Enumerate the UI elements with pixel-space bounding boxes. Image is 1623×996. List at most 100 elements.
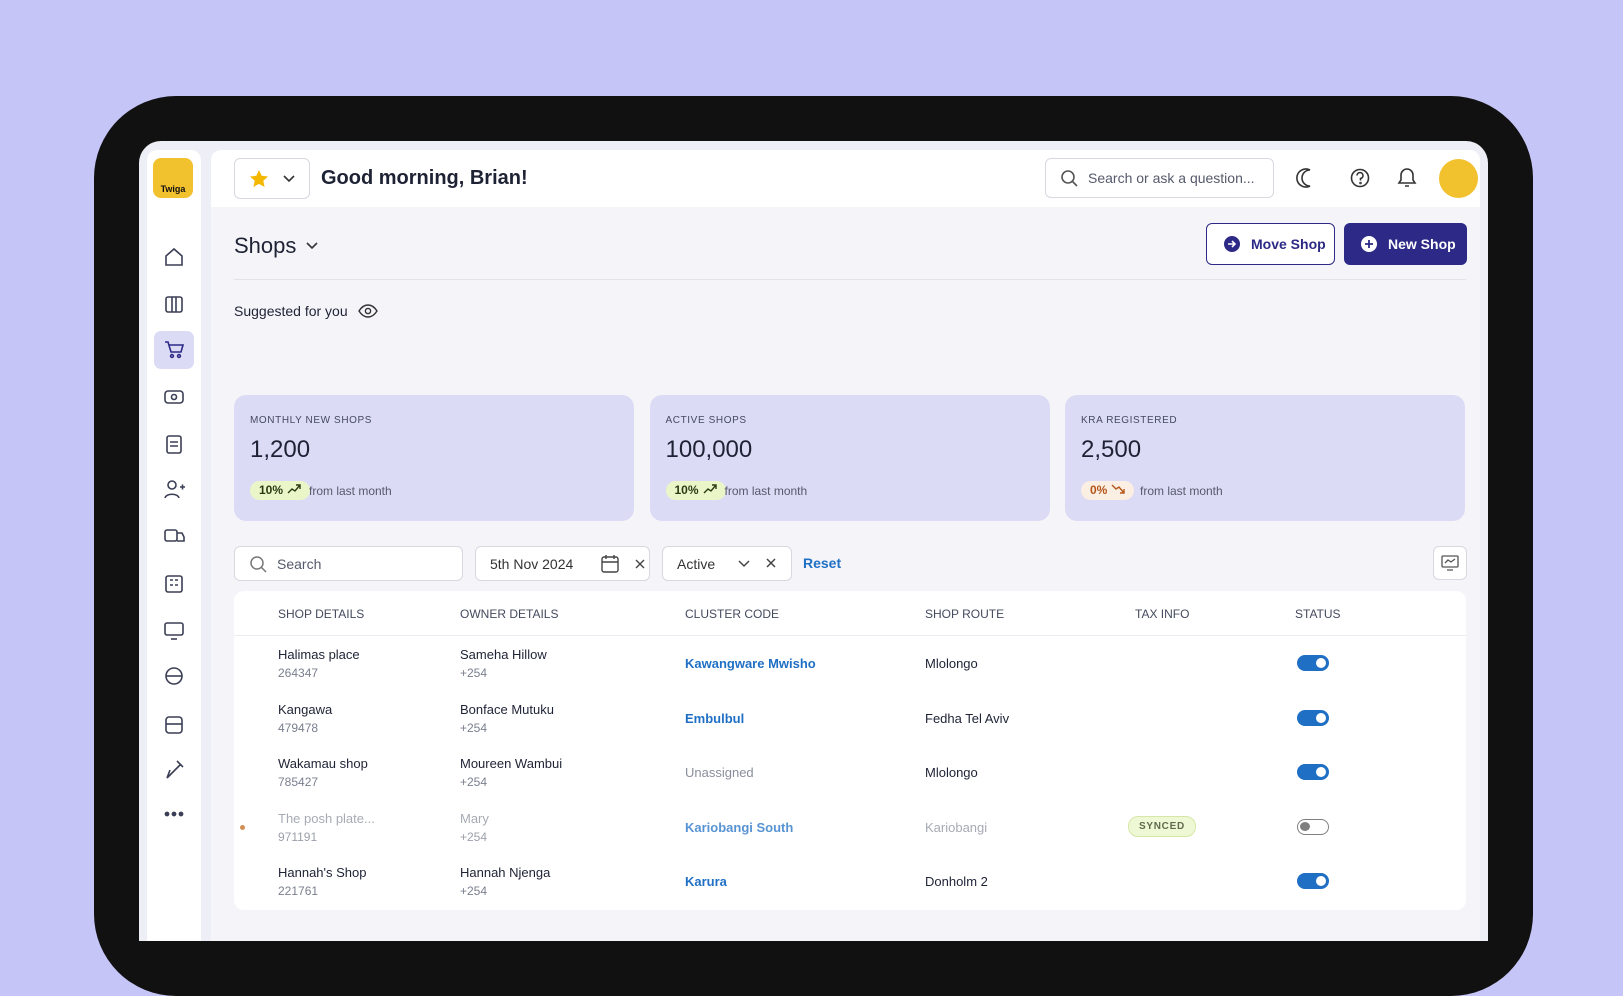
owner-phone: +254: [460, 720, 488, 735]
page-title[interactable]: Shops: [234, 233, 318, 259]
display-toggle[interactable]: [1433, 546, 1467, 580]
owner-phone: +254: [460, 666, 488, 680]
shop-details: Wakamau shop 785427: [278, 756, 368, 789]
star-icon: [250, 169, 268, 187]
trend-icon: [703, 484, 717, 494]
shop-id: 785427: [278, 775, 319, 789]
app-screen: Twiga Good morning, Brian! Search o: [139, 141, 1488, 941]
date-filter[interactable]: 5th Nov 2024: [475, 546, 650, 581]
table-row[interactable]: Wakamau shop 785427 Moureen Wambui +254 Unas…: [234, 745, 1466, 799]
chevron: [306, 242, 318, 250]
column-header: SHOP ROUTE: [925, 607, 1005, 621]
shop-name: Wakamau shop: [278, 756, 368, 771]
status-toggle[interactable]: [1297, 818, 1329, 835]
toggle-knob: [1316, 658, 1326, 668]
table-row[interactable]: Hannah's Shop 221761 Hannah Njenga +254 Karu…: [234, 854, 1466, 908]
status-filter[interactable]: Active: [662, 546, 792, 581]
metric-card[interactable]: MONTHLY NEW SHOPS 1,200 10% from last month: [234, 395, 634, 521]
header-divider: [234, 635, 1466, 636]
owner-name: Bonface Mutuku: [460, 701, 554, 717]
page: Twiga Good morning, Brian! Search o: [94, 96, 1533, 996]
change-value: 10%: [674, 483, 699, 497]
cluster-code[interactable]: Kawangware Mwisho: [685, 656, 816, 671]
shop-route: Fedha Tel Aviv: [925, 710, 1010, 726]
shop-route: Mlolongo: [925, 656, 978, 671]
cluster-code[interactable]: Kariobangi South: [685, 819, 794, 835]
owner-phone: +254: [460, 775, 488, 789]
logo[interactable]: Twiga: [153, 158, 193, 198]
monitor-icon: [1441, 555, 1459, 571]
inactive-dot: [240, 824, 245, 830]
owner-name: Sameha Hillow: [460, 647, 547, 662]
status-toggle[interactable]: [1297, 709, 1329, 726]
button-label: Move Shop: [1251, 236, 1326, 252]
change-value: 0%: [1090, 483, 1108, 497]
column-header: SHOP DETAILS: [278, 607, 365, 621]
metric-card[interactable]: ACTIVE SHOPS 100,000 10% from last month: [649, 395, 1050, 521]
owner-name: Hannah Njenga: [460, 865, 551, 880]
status-toggle[interactable]: [1297, 764, 1329, 780]
trend-icon: [287, 484, 301, 494]
logo-text: Twiga: [160, 184, 186, 194]
shop-name: The posh plate...: [278, 810, 375, 826]
cluster-code[interactable]: Karura: [685, 874, 727, 889]
shop-id: 264347: [278, 666, 319, 680]
table-row[interactable]: The posh plate... 971191 Mary +254 Kariobang…: [234, 800, 1466, 854]
change-badge: 10%: [665, 481, 726, 500]
column-header: STATUS: [1295, 607, 1341, 621]
header-icons[interactable]: [1291, 164, 1441, 192]
metric-label: MONTHLY NEW SHOPS: [250, 415, 373, 426]
change-value: 10%: [259, 483, 284, 497]
metric-label: KRA REGISTERED: [1081, 415, 1178, 426]
global-search[interactable]: Search or ask a question...: [1045, 158, 1274, 198]
date-icons: [600, 554, 645, 573]
search-placeholder: Search: [277, 555, 322, 572]
eye-icon[interactable]: [357, 304, 378, 318]
status-toggle[interactable]: [1297, 873, 1329, 889]
shop-id: 971191: [278, 829, 318, 844]
metric-note: from last month: [309, 484, 392, 498]
title-text: Shops: [234, 233, 297, 258]
status-toggle[interactable]: [1297, 655, 1329, 671]
nav-icons: [154, 247, 194, 817]
metric-value: 100,000: [665, 436, 753, 463]
column-header: CLUSTER CODE: [685, 607, 780, 621]
owner-name: Moureen Wambui: [460, 756, 563, 771]
shop-details: Kangawa 479478: [278, 702, 332, 735]
cluster-code[interactable]: Embulbul: [685, 710, 745, 726]
arrow-icon: [1224, 236, 1240, 252]
tax-badge: SYNCED: [1128, 815, 1196, 837]
plus-icon: [1361, 236, 1377, 252]
trend-icon: [1111, 484, 1126, 494]
owner-details: Mary +254: [460, 811, 489, 844]
table-row[interactable]: Kangawa 479478 Bonface Mutuku +254 Embulbul F…: [234, 691, 1466, 745]
suggested-header: Suggested for you: [234, 303, 378, 319]
chevron: [283, 174, 295, 182]
owner-details: Bonface Mutuku +254: [460, 702, 554, 735]
table-row[interactable]: Halimas place 264347 Sameha Hillow +254 Kawa…: [234, 636, 1466, 690]
new-shop-button[interactable]: New Shop: [1344, 223, 1467, 265]
owner-details: Moureen Wambui +254: [460, 756, 562, 789]
divider: [234, 279, 1466, 280]
toggle-knob: [1316, 712, 1326, 723]
owner-details: Hannah Njenga +254: [460, 865, 550, 898]
owner-name: Mary: [460, 810, 489, 826]
owner-details: Sameha Hillow +254: [460, 647, 547, 680]
top-bar: Good morning, Brian! Search or ask a que…: [211, 150, 1480, 207]
date-value: 5th Nov 2024: [490, 555, 574, 572]
reset-link[interactable]: Reset: [803, 555, 842, 571]
favorites-dropdown[interactable]: [234, 158, 310, 199]
cluster-code: Unassigned: [685, 765, 754, 780]
greeting: Good morning, Brian!: [321, 167, 528, 189]
search-icon: [1061, 170, 1078, 187]
metric-label: ACTIVE SHOPS: [665, 415, 747, 426]
shop-details: Halimas place 264347: [278, 647, 360, 680]
content: Shops Move Shop New Shop Suggested for y…: [211, 207, 1480, 941]
metric-note: from last month: [724, 484, 808, 498]
search-filter[interactable]: Search: [234, 546, 463, 581]
shops-table: SHOP DETAILS OWNER DETAILS CLUSTER CODE SHO…: [234, 591, 1466, 910]
metric-card[interactable]: KRA REGISTERED 2,500 0% from last month: [1065, 395, 1465, 521]
column-header: TAX INFO: [1135, 607, 1190, 621]
move-shop-button[interactable]: Move Shop: [1206, 223, 1335, 265]
avatar[interactable]: [1439, 159, 1478, 198]
